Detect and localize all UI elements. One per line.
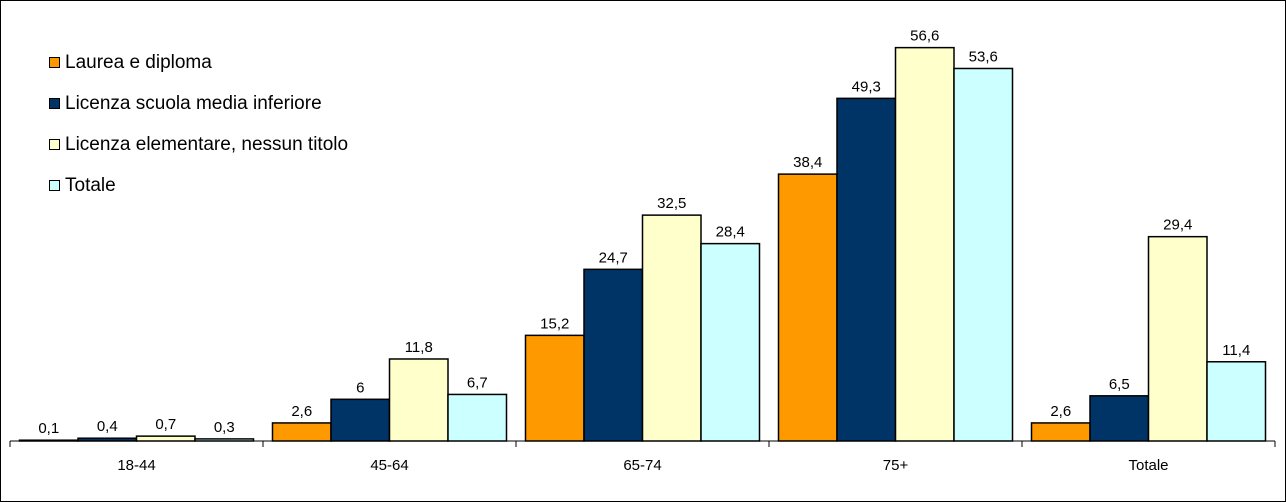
value-label-totale-series-1: 6,5 (1109, 376, 1130, 393)
legend-label-laurea: Laurea e diploma (65, 51, 212, 73)
category-label-4564: 45-64 (370, 457, 408, 474)
value-label-totale-series-3: 11,4 (1222, 342, 1250, 359)
category-label-6574: 65-74 (623, 457, 661, 474)
bar-totale-series-1 (1089, 395, 1150, 442)
bar-totale-series-0 (1030, 422, 1091, 442)
legend-swatch-elementare (49, 139, 60, 150)
bar-4564-series-3 (447, 393, 508, 442)
legend-label-elementare: Licenza elementare, nessun titolo (65, 133, 349, 155)
bar-75-series-2 (894, 46, 955, 442)
legend-item-totale: Totale (49, 165, 348, 206)
legend-label-media-inferiore: Licenza scuola media inferiore (65, 92, 322, 114)
bar-6574-series-2 (641, 214, 702, 442)
value-label-4564-series-0: 2,6 (291, 403, 312, 420)
bar-75-series-0 (777, 173, 838, 442)
legend-label-totale: Totale (65, 174, 116, 196)
bar-totale-series-3 (1206, 361, 1267, 442)
category-label-totale: Totale (1128, 457, 1168, 474)
value-label-6574-series-0: 15,2 (540, 315, 569, 332)
category-label-1844: 18-44 (117, 457, 155, 474)
value-label-75-series-2: 56,6 (910, 28, 939, 45)
value-label-1844-series-1: 0,4 (97, 418, 118, 435)
bar-4564-series-0 (271, 422, 332, 442)
value-label-1844-series-3: 0,3 (214, 419, 235, 436)
legend-swatch-totale (49, 180, 60, 191)
legend: Laurea e diploma Licenza scuola media in… (49, 42, 348, 206)
bar-totale-series-2 (1147, 235, 1208, 442)
legend-swatch-laurea (49, 57, 60, 68)
x-axis-ticks (9, 441, 1276, 447)
bar-75-series-1 (836, 97, 897, 442)
legend-swatch-media-inferiore (49, 98, 60, 109)
value-label-6574-series-1: 24,7 (599, 249, 628, 266)
legend-item-media-inferiore: Licenza scuola media inferiore (49, 83, 348, 124)
category-label-75: 75+ (883, 457, 909, 474)
bar-4564-series-1 (330, 398, 391, 442)
value-label-4564-series-1: 6 (356, 379, 364, 396)
value-label-75-series-1: 49,3 (852, 78, 881, 95)
value-label-4564-series-3: 6,7 (467, 374, 488, 391)
bar-4564-series-2 (388, 358, 449, 442)
value-label-totale-series-0: 2,6 (1050, 403, 1071, 420)
value-label-75-series-0: 38,4 (793, 154, 822, 171)
bar-6574-series-3 (700, 242, 761, 442)
value-label-75-series-3: 53,6 (969, 48, 998, 65)
value-label-1844-series-0: 0,1 (38, 420, 59, 437)
bars-layer (18, 46, 1267, 442)
value-label-1844-series-2: 0,7 (155, 416, 176, 433)
bar-75-series-3 (953, 67, 1014, 442)
value-labels-layer: 0,1 0,4 0,7 0,3 2,6 6 11,8 6,7 15,2 24,7 32,5 28,4 3… (38, 28, 1250, 438)
legend-item-laurea: Laurea e diploma (49, 42, 348, 83)
bar-1844-series-2 (135, 435, 196, 442)
category-labels-layer: 18-44 45-64 65-74 75+ Totale (117, 457, 1168, 474)
value-label-6574-series-3: 28,4 (716, 224, 745, 241)
value-label-6574-series-2: 32,5 (657, 195, 686, 212)
bar-6574-series-0 (524, 334, 585, 442)
value-label-totale-series-2: 29,4 (1163, 217, 1192, 234)
bar-6574-series-1 (583, 268, 644, 442)
legend-item-elementare: Licenza elementare, nessun titolo (49, 124, 348, 165)
value-label-4564-series-2: 11,8 (405, 339, 433, 356)
